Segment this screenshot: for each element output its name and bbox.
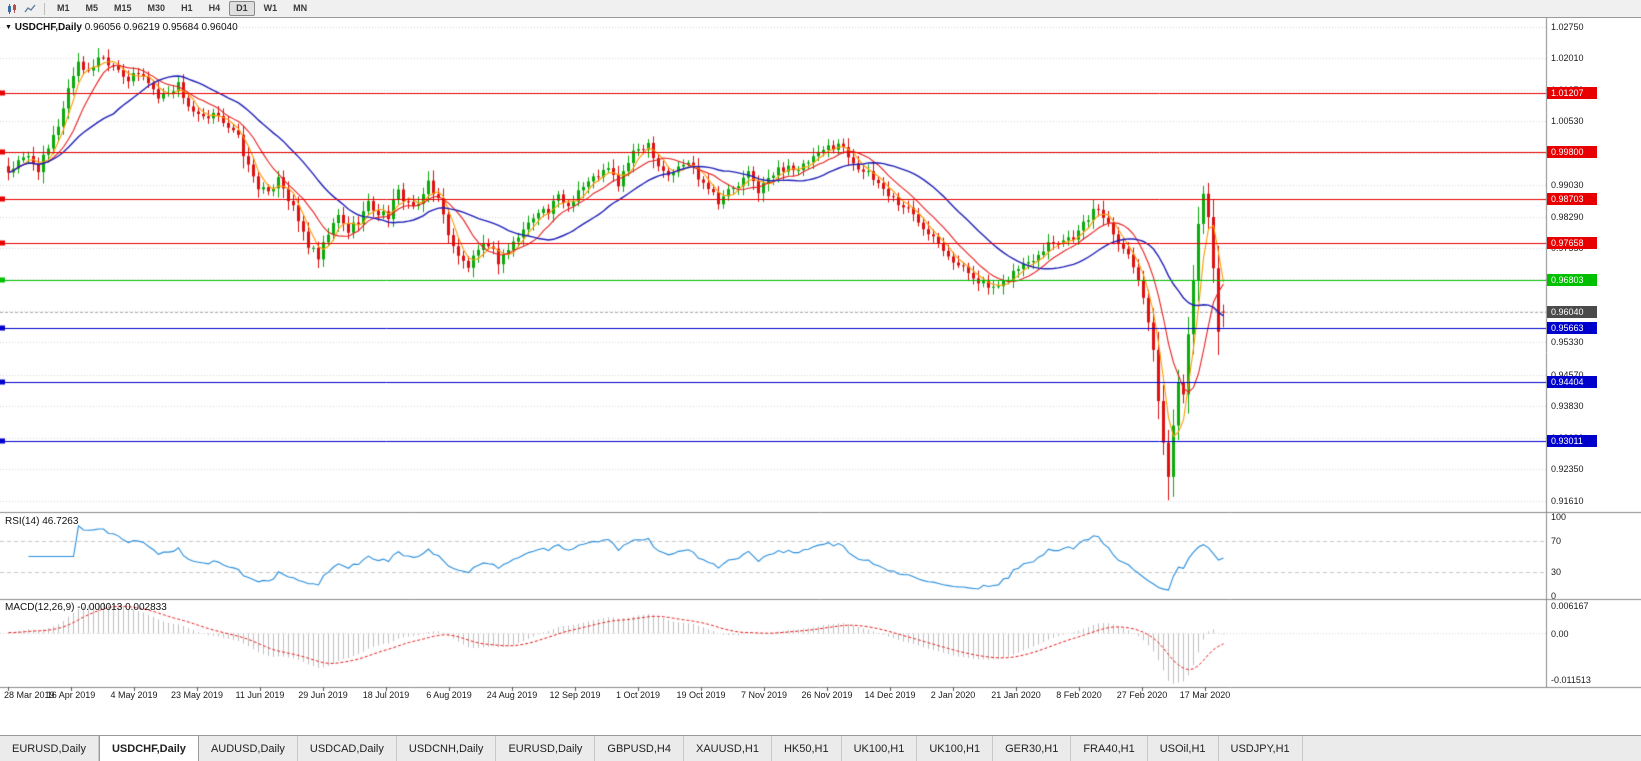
macd-scale-top: 0.006167 xyxy=(1551,601,1589,611)
timeframe-button-m1[interactable]: M1 xyxy=(57,3,70,13)
date-axis-label: 16 Apr 2019 xyxy=(46,690,96,700)
chart-tab-gbpusd-h4[interactable]: GBPUSD,H4 xyxy=(595,736,684,761)
chart-tab-ger30-h1[interactable]: GER30,H1 xyxy=(993,736,1072,761)
timeframe-button-m30[interactable]: M30 xyxy=(147,3,166,13)
macd-value: -0.000013 0.002833 xyxy=(77,602,167,613)
line-chart-icon[interactable] xyxy=(22,2,38,16)
price-axis-tick: 0.93830 xyxy=(1551,401,1584,412)
date-axis-label: 12 Sep 2019 xyxy=(549,690,601,700)
timeframe-button-d1[interactable]: D1 xyxy=(229,1,255,16)
price-axis-tick: 1.02010 xyxy=(1551,53,1584,64)
date-axis-label: 18 Jul 2019 xyxy=(362,690,410,700)
date-axis-label: 6 Aug 2019 xyxy=(426,690,472,700)
price-chart-canvas[interactable] xyxy=(0,18,1641,735)
timeframe-button-h4[interactable]: H4 xyxy=(208,3,221,13)
macd-scale-bottom: -0.011513 xyxy=(1551,675,1591,685)
timeframe-button-m5[interactable]: M5 xyxy=(85,3,99,13)
price-axis-tick: 0.99030 xyxy=(1551,180,1584,191)
rsi-scale-tick: 100 xyxy=(1551,512,1567,522)
rsi-scale-tick: 70 xyxy=(1551,535,1562,546)
timeframe-button-h1[interactable]: H1 xyxy=(181,3,193,13)
date-axis-label: 14 Dec 2019 xyxy=(864,690,916,700)
macd-label: MACD(12,26,9) -0.000013 0.002833 xyxy=(5,602,167,613)
collapse-triangle-icon[interactable]: ▼ xyxy=(5,24,12,31)
toolbar-separator xyxy=(44,2,45,15)
date-axis-label: 7 Nov 2019 xyxy=(740,690,788,700)
chart-tab-eurusd-daily[interactable]: EURUSD,Daily xyxy=(0,736,99,761)
chart-tab-uk100-h1[interactable]: UK100,H1 xyxy=(917,736,994,761)
date-axis-label: 8 Feb 2020 xyxy=(1056,690,1102,700)
date-axis-label: 26 Nov 2019 xyxy=(801,690,853,700)
rsi-label: RSI(14) 46.7263 xyxy=(5,516,78,527)
level-price-tag: 0.95663 xyxy=(1547,322,1597,335)
chart-tab-fra40-h1[interactable]: FRA40,H1 xyxy=(1071,736,1148,761)
date-axis-label: 27 Feb 2020 xyxy=(1116,690,1168,700)
price-axis-tick: 0.95330 xyxy=(1551,337,1584,348)
date-axis-label: 21 Jan 2020 xyxy=(991,690,1041,700)
date-axis-label: 23 May 2019 xyxy=(170,690,224,700)
ohlc-values: 0.96056 0.96219 0.95684 0.96040 xyxy=(84,22,238,33)
current-price-tag: 0.96040 xyxy=(1547,306,1597,319)
macd-name: MACD(12,26,9) xyxy=(5,602,75,613)
date-axis-label: 11 Jun 2019 xyxy=(235,690,285,700)
level-price-tag: 0.99800 xyxy=(1547,146,1597,159)
level-price-tag: 0.93011 xyxy=(1547,434,1597,447)
date-axis-label: 19 Oct 2019 xyxy=(676,690,726,700)
timeframe-button-mn[interactable]: MN xyxy=(293,3,308,13)
rsi-value: 46.7263 xyxy=(42,516,79,527)
price-axis-tick: 1.02750 xyxy=(1551,21,1584,32)
date-axis-label: 2 Jan 2020 xyxy=(930,690,976,700)
price-axis-tick: 0.91610 xyxy=(1551,495,1584,506)
rsi-scale-tick: 30 xyxy=(1551,567,1562,578)
level-price-tag: 0.98703 xyxy=(1547,192,1597,205)
level-price-tag: 0.94404 xyxy=(1547,375,1597,388)
date-axis-label: 29 Jun 2019 xyxy=(298,690,348,700)
timeframe-buttons: M1 M5 M15 M30 H1 H4 D1 W1 MN xyxy=(49,1,315,16)
chart-tab-usdcnh-daily[interactable]: USDCNH,Daily xyxy=(396,736,497,761)
level-price-tag: 0.97658 xyxy=(1547,237,1597,250)
price-axis-tick: 0.92350 xyxy=(1551,464,1584,475)
chart-tab-xauusd-h1[interactable]: XAUUSD,H1 xyxy=(683,736,772,761)
chart-tab-audusd-daily[interactable]: AUDUSD,Daily xyxy=(198,736,298,761)
symbol-title: USDCHF,Daily xyxy=(14,22,82,33)
chart-tab-uk100-h1[interactable]: UK100,H1 xyxy=(841,736,918,761)
symbol-ohlc-label: ▼ USDCHF,Daily 0.96056 0.96219 0.95684 0… xyxy=(5,22,238,33)
timeframe-toolbar: M1 M5 M15 M30 H1 H4 D1 W1 MN xyxy=(0,0,1641,18)
chart-tab-hk50-h1[interactable]: HK50,H1 xyxy=(771,736,842,761)
chart-tabs-bar: EURUSD,Daily USDCHF,Daily AUDUSD,Daily USDC… xyxy=(0,735,1641,761)
rsi-name: RSI(14) xyxy=(5,516,40,527)
date-axis-label: 1 Oct 2019 xyxy=(615,690,661,700)
level-price-tag: 0.96803 xyxy=(1547,273,1597,286)
chart-tab-usdcad-daily[interactable]: USDCAD,Daily xyxy=(297,736,397,761)
date-axis-label: 28 Mar 2019 xyxy=(4,690,55,700)
candlestick-chart-icon[interactable] xyxy=(4,2,20,16)
chart-tab-usdchf-daily[interactable]: USDCHF,Daily xyxy=(98,736,199,761)
price-axis-tick: 0.98290 xyxy=(1551,211,1584,222)
timeframe-button-m15[interactable]: M15 xyxy=(114,3,132,13)
level-price-tag: 1.01207 xyxy=(1547,86,1597,99)
macd-scale-zero: 0.00 xyxy=(1551,628,1569,639)
rsi-scale-tick: 0 xyxy=(1551,591,1557,601)
date-axis-label: 17 Mar 2020 xyxy=(1179,690,1231,700)
chart-tab-usdjpy-h1[interactable]: USDJPY,H1 xyxy=(1218,736,1303,761)
chart-tab-eurusd-daily[interactable]: EURUSD,Daily xyxy=(496,736,596,761)
date-axis-label: 24 Aug 2019 xyxy=(486,690,538,700)
price-axis-tick: 0.94570 xyxy=(1551,369,1584,380)
chart-tab-usoil-h1[interactable]: USOil,H1 xyxy=(1147,736,1219,761)
timeframe-button-w1[interactable]: W1 xyxy=(263,3,278,13)
price-axis-tick: 1.00530 xyxy=(1551,116,1584,127)
date-axis-label: 4 May 2019 xyxy=(110,690,158,700)
